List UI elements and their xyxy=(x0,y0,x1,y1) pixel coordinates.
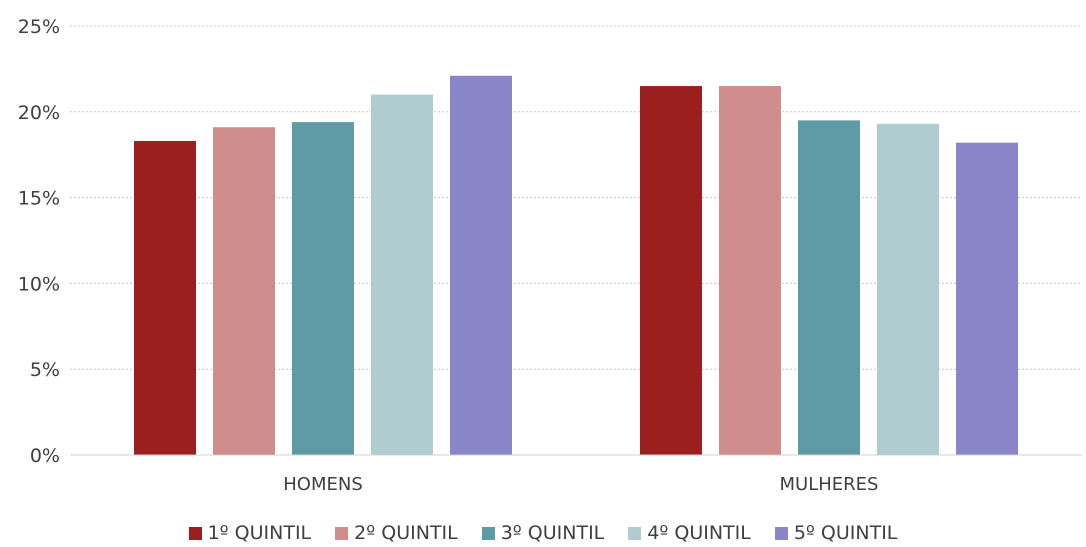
x-category-label: MULHERES xyxy=(780,474,879,495)
y-tick-label: 15% xyxy=(18,188,60,210)
legend-swatch xyxy=(188,526,202,540)
y-tick-label: 5% xyxy=(30,359,60,381)
y-tick-label: 10% xyxy=(18,273,60,295)
legend-item: 1º QUINTIL xyxy=(188,522,312,544)
bar-homens-2 xyxy=(213,127,275,455)
chart-legend: 1º QUINTIL 2º QUINTIL 3º QUINTIL 4º QUINTIL… xyxy=(0,520,1086,546)
bar-mulheres-5 xyxy=(956,142,1018,456)
legend-label: 1º QUINTIL xyxy=(207,522,312,544)
bar-homens-4 xyxy=(371,94,433,455)
x-category-label: HOMENS xyxy=(283,474,363,495)
y-tick-label: 25% xyxy=(18,16,60,38)
bar-homens-3 xyxy=(292,122,354,455)
bar-homens-5 xyxy=(450,75,512,455)
legend-label: 4º QUINTIL xyxy=(647,522,751,544)
legend-swatch xyxy=(335,526,349,540)
bar-homens-1 xyxy=(134,140,196,456)
legend-item: 2º QUINTIL xyxy=(335,522,458,544)
y-tick-label: 20% xyxy=(18,102,60,124)
legend-swatch xyxy=(774,526,788,540)
bar-mulheres-3 xyxy=(798,120,860,455)
x-axis-category-labels: HOMENS MULHERES xyxy=(283,474,878,495)
y-tick-label: 0% xyxy=(30,445,60,467)
bars xyxy=(134,75,1018,456)
legend-swatch xyxy=(481,526,495,540)
legend-label: 3º QUINTIL xyxy=(500,522,605,544)
legend-item: 5º QUINTIL xyxy=(774,522,898,544)
legend-label: 2º QUINTIL xyxy=(354,522,458,544)
legend-swatch xyxy=(628,526,642,540)
bar-mulheres-4 xyxy=(877,123,939,455)
y-axis-tick-labels: 0% 5% 10% 15% 20% 25% xyxy=(18,16,60,467)
bar-mulheres-1 xyxy=(640,86,702,455)
legend-item: 3º QUINTIL xyxy=(481,522,605,544)
legend-label: 5º QUINTIL xyxy=(793,522,898,544)
legend-item: 4º QUINTIL xyxy=(628,522,751,544)
bar-mulheres-2 xyxy=(719,86,781,455)
